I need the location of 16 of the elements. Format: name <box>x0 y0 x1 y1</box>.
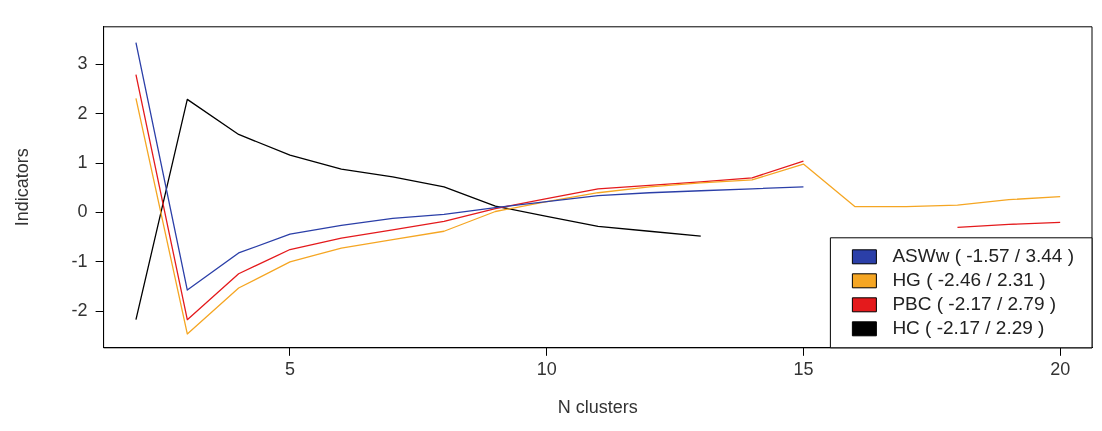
legend-label: PBC ( -2.17 / 2.79 ) <box>892 293 1057 315</box>
legend-label: HC ( -2.17 / 2.29 ) <box>892 317 1045 339</box>
y-tick-label: 0 <box>77 201 88 222</box>
y-axis-title: Indicators <box>11 148 32 227</box>
x-tick-label: 10 <box>536 358 557 379</box>
y-tick-label: -2 <box>71 300 88 321</box>
x-tick-label: 15 <box>793 358 814 379</box>
x-tick-label: 20 <box>1050 358 1071 379</box>
y-tick-label: 2 <box>77 102 88 123</box>
y-tick-label: 3 <box>77 53 88 74</box>
x-axis-title: N clusters <box>557 397 638 418</box>
y-tick-label: 1 <box>77 152 88 173</box>
legend-label: ASWw ( -1.57 / 3.44 ) <box>892 245 1075 267</box>
y-tick-label: -1 <box>71 250 88 271</box>
x-tick-label: 5 <box>284 358 295 379</box>
legend-label: HG ( -2.46 / 2.31 ) <box>892 269 1046 291</box>
